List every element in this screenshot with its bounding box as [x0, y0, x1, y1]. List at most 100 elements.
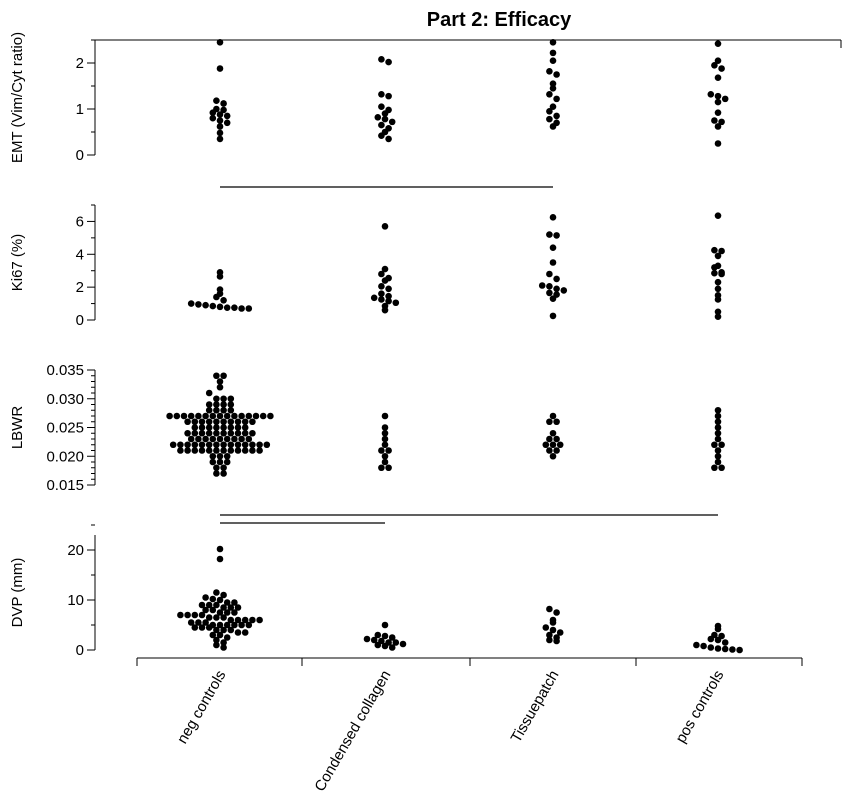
y-tick-label-ki67: 0 — [76, 312, 84, 329]
data-point-emt — [714, 40, 722, 47]
y-tick-label-lbwr: 0.035 — [46, 362, 84, 379]
data-point-lbwr — [213, 406, 220, 414]
data-point-emt — [209, 109, 217, 116]
data-point-lbwr — [180, 412, 188, 420]
data-point-dvp — [205, 601, 213, 609]
data-point-lbwr — [234, 418, 242, 426]
data-point-emt — [714, 109, 722, 116]
data-point-emt — [213, 97, 220, 105]
data-point-emt — [381, 110, 389, 117]
data-point-dvp — [202, 619, 209, 626]
y-tick-label-lbwr: 0.030 — [46, 391, 84, 408]
data-point-dvp — [392, 639, 400, 646]
data-point-dvp — [388, 634, 396, 641]
y-tick-label-ki67: 6 — [76, 213, 84, 230]
data-point-dvp — [245, 621, 253, 629]
data-point-lbwr — [546, 447, 553, 454]
data-point-dvp — [177, 611, 184, 619]
data-point-dvp — [381, 621, 389, 629]
data-point-lbwr — [718, 464, 725, 472]
data-point-lbwr — [205, 418, 213, 426]
data-point-lbwr — [169, 441, 177, 449]
data-point-lbwr — [249, 418, 256, 426]
data-point-ki67 — [549, 244, 557, 252]
data-point-lbwr — [378, 464, 385, 472]
x-category-label: Condensed collagen — [311, 668, 394, 795]
data-point-lbwr — [223, 452, 231, 460]
data-point-lbwr — [205, 424, 213, 431]
data-point-dvp — [187, 619, 195, 626]
data-point-ki67 — [546, 289, 553, 297]
y-axis-label-lbwr: LBWR — [9, 406, 26, 450]
data-point-dvp — [721, 639, 729, 646]
data-point-dvp — [399, 640, 407, 648]
data-point-lbwr — [198, 418, 206, 426]
data-point-dvp — [231, 621, 238, 629]
data-point-lbwr — [546, 418, 553, 426]
data-point-emt — [553, 112, 560, 120]
data-point-ki67 — [216, 303, 224, 311]
data-point-ki67 — [385, 292, 392, 300]
data-point-emt — [714, 92, 722, 100]
data-point-lbwr — [252, 412, 260, 420]
data-point-emt — [216, 123, 224, 130]
data-point-ki67 — [392, 299, 400, 307]
data-point-dvp — [234, 629, 242, 636]
data-point-lbwr — [549, 412, 557, 420]
data-point-emt — [378, 121, 385, 129]
data-point-dvp — [736, 646, 743, 654]
data-point-emt — [374, 113, 382, 121]
data-point-lbwr — [209, 435, 217, 443]
data-point-lbwr — [209, 452, 217, 460]
data-point-lbwr — [385, 464, 392, 472]
y-tick-label-emt: 0 — [76, 147, 84, 164]
data-point-lbwr — [213, 441, 220, 449]
data-point-lbwr — [198, 429, 206, 437]
data-point-dvp — [227, 604, 235, 611]
data-point-lbwr — [205, 406, 213, 414]
data-point-lbwr — [216, 452, 224, 460]
data-point-dvp — [213, 641, 220, 649]
data-point-dvp — [216, 621, 224, 629]
data-point-lbwr — [220, 470, 227, 477]
data-point-lbwr — [191, 429, 199, 437]
data-point-lbwr — [184, 441, 191, 449]
data-point-lbwr — [249, 441, 256, 449]
data-point-lbwr — [238, 435, 245, 443]
data-point-lbwr — [234, 441, 242, 449]
data-point-emt — [388, 118, 396, 126]
data-point-emt — [721, 95, 729, 103]
data-point-dvp — [729, 646, 736, 653]
data-point-ki67 — [549, 259, 557, 266]
data-point-dvp — [209, 606, 217, 614]
data-point-ki67 — [378, 283, 385, 290]
data-point-emt — [216, 111, 224, 118]
data-point-lbwr — [227, 406, 235, 414]
data-point-lbwr — [220, 395, 227, 403]
data-point-dvp — [714, 625, 722, 633]
data-point-dvp — [195, 619, 202, 626]
data-point-lbwr — [249, 447, 256, 454]
y-tick-label-lbwr: 0.025 — [46, 420, 84, 437]
data-point-ki67 — [231, 304, 238, 311]
data-point-lbwr — [549, 441, 557, 449]
data-point-ki67 — [538, 282, 546, 289]
data-point-ki67 — [223, 304, 231, 311]
data-point-dvp — [213, 626, 220, 634]
data-point-emt — [216, 65, 224, 72]
data-point-dvp — [549, 626, 557, 634]
data-point-lbwr — [205, 389, 213, 397]
data-point-lbwr — [223, 458, 231, 466]
y-tick-label-emt: 2 — [76, 55, 84, 72]
data-point-ki67 — [714, 296, 722, 303]
data-point-lbwr — [234, 447, 242, 454]
data-point-ki67 — [378, 270, 385, 278]
data-point-lbwr — [718, 441, 725, 449]
y-tick-label-ki67: 2 — [76, 279, 84, 296]
data-point-dvp — [546, 605, 553, 613]
data-point-ki67 — [711, 269, 718, 277]
data-point-ki67 — [370, 294, 378, 302]
data-point-lbwr — [711, 441, 718, 449]
